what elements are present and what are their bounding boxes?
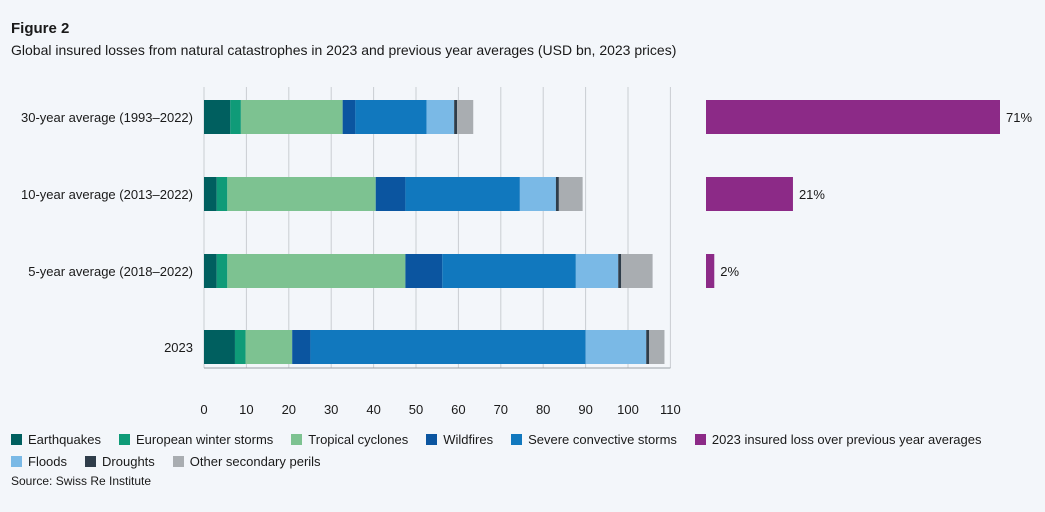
bar-floods (575, 254, 619, 288)
bar-tropical-cyclones (227, 254, 406, 288)
legend-swatch (11, 455, 22, 467)
x-tick-label: 110 (660, 402, 681, 417)
bar-wildfires (292, 330, 311, 364)
legend-label: Droughts (102, 453, 155, 469)
legend-item: Earthquakes (11, 432, 101, 447)
legend-label: Floods (28, 453, 68, 469)
bar-tropical-cyclones (227, 177, 376, 211)
bar-earthquakes (204, 100, 231, 134)
x-tick-label: 60 (451, 402, 465, 417)
legend-swatch (694, 433, 706, 445)
x-tick-label: 90 (578, 402, 592, 417)
bar-wildfires (375, 177, 406, 211)
category-label: 5-year average (2018–2022) (28, 264, 193, 279)
bar-european-winter-storms (230, 100, 241, 134)
category-label: 30-year average (1993–2022) (21, 110, 193, 125)
legend-label: Other secondary perils (189, 453, 321, 469)
legend-item: Other secondary perils (172, 453, 321, 469)
legend-label: Earthquakes (28, 431, 101, 447)
x-tick-label: 30 (324, 402, 338, 417)
bar-tropical-cyclones (240, 100, 343, 134)
source-note: Source: Swiss Re Institute (11, 474, 152, 488)
legend-item: Floods (11, 454, 67, 469)
bar-earthquakes (204, 177, 217, 211)
legend-row-1: Earthquakes European winter storms Tropica… (11, 428, 999, 450)
bar-other-secondary-perils (457, 100, 474, 134)
legend-label: Severe convective storms (528, 431, 677, 447)
legend-item: Wildfires (426, 432, 493, 447)
legend-item: Severe convective storms (511, 432, 677, 447)
bar-floods (519, 177, 556, 211)
x-tick-label: 20 (282, 402, 296, 417)
bar-wildfires (405, 254, 443, 288)
legend-item: 2023 insured loss over previous year ave… (694, 431, 982, 447)
x-tick-label: 0 (200, 402, 207, 417)
bar-tropical-cyclones (245, 330, 293, 364)
bar-severe-convective-storms (310, 330, 586, 364)
category-label: 2023 (164, 340, 193, 355)
legend-swatch (85, 455, 97, 467)
bar-excess-loss (706, 177, 793, 211)
legend-swatch (11, 433, 22, 445)
legend-item: Droughts (85, 454, 155, 469)
data-label: 71% (1006, 110, 1032, 125)
bar-excess-loss (706, 100, 1000, 134)
legend: Earthquakes European winter storms Tropica… (11, 428, 999, 472)
legend-label: Tropical cyclones (308, 431, 409, 447)
bar-european-winter-storms (216, 254, 228, 288)
bar-droughts (555, 177, 559, 211)
bar-floods (585, 330, 647, 364)
legend-swatch (291, 433, 303, 445)
chart-area: 0 10 20 30 40 50 60 70 80 90 100 110 30-year average… (21, 87, 1032, 417)
x-tick-label: 100 (617, 402, 639, 417)
x-tick-label: 80 (536, 402, 550, 417)
legend-label: European winter storms (136, 431, 274, 447)
bar-other-secondary-perils (558, 177, 583, 211)
legend-row-2: Floods Droughts Other secondary perils (11, 450, 999, 472)
bar-droughts (618, 254, 622, 288)
x-tick-label: 50 (409, 402, 423, 417)
bar-floods (426, 100, 455, 134)
bar-severe-convective-storms (355, 100, 427, 134)
x-tick-label: 40 (366, 402, 380, 417)
bar-severe-convective-storms (442, 254, 576, 288)
legend-swatch (172, 455, 184, 467)
bar-wildfires (342, 100, 356, 134)
data-label: 2% (720, 264, 739, 279)
bar-earthquakes (204, 330, 235, 364)
bar-european-winter-storms (234, 330, 246, 364)
bar-droughts (646, 330, 650, 364)
legend-swatch (119, 433, 130, 445)
legend-swatch (511, 433, 523, 445)
legend-label: 2023 insured loss over previous year ave… (711, 431, 982, 447)
legend-swatch (426, 433, 438, 445)
chart-title: Global insured losses from natural catas… (11, 42, 677, 58)
bar-european-winter-storms (216, 177, 228, 211)
bar-severe-convective-storms (405, 177, 520, 211)
bar-excess-loss (706, 254, 715, 288)
x-tick-label: 10 (239, 402, 253, 417)
legend-item: European winter storms (119, 432, 273, 447)
legend-label: Wildfires (443, 431, 494, 447)
figure-label: Figure 2 (11, 20, 70, 37)
data-label: 21% (799, 187, 825, 202)
bar-other-secondary-perils (649, 330, 665, 364)
bar-droughts (454, 100, 458, 134)
x-tick-label: 70 (494, 402, 508, 417)
bar-other-secondary-perils (621, 254, 653, 288)
category-label: 10-year average (2013–2022) (21, 187, 193, 202)
bar-earthquakes (204, 254, 217, 288)
legend-item: Tropical cyclones (291, 432, 408, 447)
